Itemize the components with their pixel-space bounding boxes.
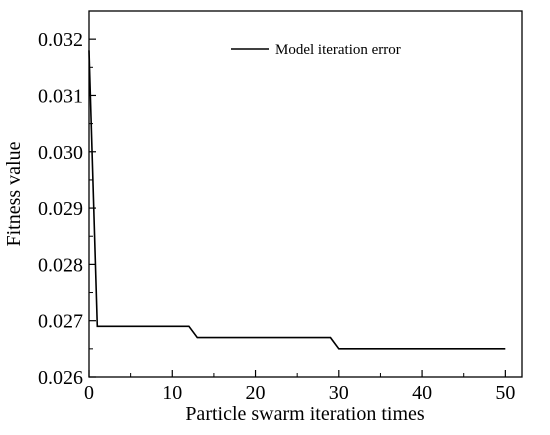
x-tick-label: 50	[495, 382, 515, 404]
x-tick-label: 30	[329, 382, 349, 404]
y-tick-label: 0.028	[38, 254, 83, 276]
series-layer	[88, 50, 506, 350]
x-axis: 0 10 20 30 40 50	[84, 370, 515, 404]
legend: Model iteration error	[231, 42, 401, 58]
y-tick-label: 0.027	[38, 311, 83, 333]
x-tick-label: 0	[84, 382, 94, 404]
x-tick-label: 40	[412, 382, 432, 404]
y-tick-label: 0.032	[38, 29, 83, 51]
x-tick-label: 20	[246, 382, 266, 404]
x-axis-title: Particle swarm iteration times	[185, 403, 425, 425]
y-tick-label: 0.029	[38, 198, 83, 220]
y-axis: 0.026 0.027 0.028 0.029 0.030 0.031 0.032	[38, 29, 96, 389]
y-tick-label: 0.031	[38, 85, 83, 107]
plot-frame	[88, 10, 523, 378]
x-tick-label: 10	[162, 382, 182, 404]
y-tick-label: 0.030	[38, 142, 83, 164]
y-tick-label: 0.026	[38, 367, 83, 389]
series-line	[88, 50, 506, 350]
y-axis-title: Fitness value	[3, 141, 25, 246]
legend-label: Model iteration error	[275, 42, 401, 58]
